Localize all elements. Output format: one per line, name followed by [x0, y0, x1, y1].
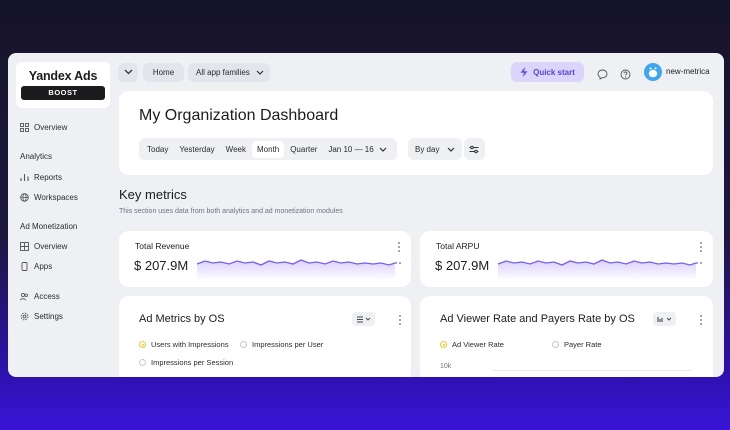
more-options-icon[interactable] [399, 314, 402, 325]
sidebar: Yandex Ads BOOST Overview Analytics Repo… [8, 53, 118, 377]
period-yesterday[interactable]: Yesterday [179, 144, 215, 154]
sidebar-item-label: Apps [34, 261, 53, 271]
chart-title: Ad Metrics by OS [139, 313, 225, 325]
home-label: Home [152, 68, 175, 77]
radio-icon [139, 359, 146, 366]
period-week[interactable]: Week [225, 144, 246, 154]
quick-start-button[interactable]: Quick start [511, 62, 584, 82]
period-selector: Today Yesterday Week Month Quarter Jan 1… [139, 138, 397, 160]
radio-icon [240, 341, 247, 348]
metric-card-arpu: Total ARPU $ 207.9M [420, 231, 713, 287]
metric-value: $ 207.9M [435, 258, 490, 273]
table-icon [20, 241, 29, 251]
more-options-icon[interactable] [700, 241, 703, 252]
lightning-icon [520, 67, 528, 77]
chevron-down-icon [256, 70, 264, 75]
metric-value: $ 207.9M [134, 258, 189, 273]
sidebar-item-label: Overview [34, 122, 68, 132]
revenue-sparkline [197, 259, 403, 279]
radio-selected-icon [440, 341, 447, 348]
quick-start-label: Quick start [533, 67, 575, 77]
chat-icon[interactable] [597, 67, 608, 80]
sidebar-item-monetization-overview[interactable]: Overview [20, 240, 67, 252]
more-options-icon[interactable] [700, 314, 703, 325]
metric-label: Total ARPU [436, 241, 480, 251]
period-month[interactable]: Month [251, 140, 285, 158]
collapse-sidebar-button[interactable] [118, 63, 138, 82]
sidebar-item-label: Settings [34, 311, 63, 321]
section-subtitle: This section uses data from both analyti… [119, 208, 343, 215]
radio-selected-icon [139, 341, 146, 348]
app-window: Yandex Ads BOOST Overview Analytics Repo… [8, 53, 724, 377]
group-by-label: By day [415, 144, 440, 154]
more-options-icon[interactable] [398, 241, 401, 252]
ad-metrics-by-os-card: Ad Metrics by OS Users with Impressions … [119, 296, 411, 377]
period-today[interactable]: Today [147, 144, 169, 154]
user-name[interactable]: new-metrica [666, 67, 710, 76]
phone-icon [20, 261, 29, 271]
radio-icon [552, 341, 559, 348]
sidebar-item-settings[interactable]: Settings [20, 310, 63, 322]
metric-card-revenue: Total Revenue $ 207.9M [119, 231, 411, 287]
filter-settings-button[interactable] [464, 138, 485, 160]
sidebar-item-reports[interactable]: Reports [20, 171, 62, 183]
period-quarter[interactable]: Quarter [290, 144, 318, 154]
grid-icon [20, 122, 29, 132]
sidebar-section-monetization: Ad Monetization [20, 222, 78, 231]
metric-option-ad-viewer-rate[interactable]: Ad Viewer Rate [440, 340, 504, 349]
metric-option-impressions-per-session[interactable]: Impressions per Session [139, 358, 233, 367]
chevron-down-icon [445, 147, 455, 152]
section-title: Key metrics [119, 187, 187, 202]
globe-icon [20, 192, 29, 202]
chart-title: Ad Viewer Rate and Payers Rate by OS [440, 313, 635, 325]
option-label: Payer Rate [564, 340, 602, 349]
arpu-sparkline [498, 259, 704, 279]
metric-option-impressions-per-user[interactable]: Impressions per User [240, 340, 323, 349]
app-family-label: All app families [196, 68, 250, 77]
home-breadcrumb[interactable]: Home [143, 63, 184, 82]
metric-label: Total Revenue [135, 241, 190, 251]
reports-icon [20, 173, 29, 182]
chart-type-dropdown[interactable] [653, 312, 676, 326]
sidebar-item-access[interactable]: Access [20, 290, 60, 302]
logo-title: Yandex Ads [28, 69, 98, 83]
gear-icon [20, 312, 29, 321]
date-range-dropdown[interactable]: Jan 10 — 16 [323, 141, 392, 158]
ad-viewer-rate-card: Ad Viewer Rate and Payers Rate by OS Ad … [420, 296, 713, 377]
option-label: Users with Impressions [151, 340, 229, 349]
sidebar-item-label: Reports [34, 172, 63, 182]
sliders-icon [469, 145, 479, 154]
sidebar-item-label: Access [34, 291, 60, 301]
chevron-down-icon [374, 147, 387, 152]
page-title: My Organization Dashboard [139, 107, 339, 124]
y-axis-tick: 10k [440, 363, 452, 370]
group-by-dropdown[interactable]: By day [408, 138, 463, 160]
chevron-down-icon [124, 68, 133, 77]
dashboard-header: My Organization Dashboard Today Yesterda… [119, 91, 713, 175]
chart-type-dropdown[interactable] [352, 312, 375, 326]
sidebar-item-workspaces[interactable]: Workspaces [20, 191, 78, 203]
metric-option-payer-rate[interactable]: Payer Rate [552, 340, 602, 349]
help-icon[interactable] [620, 67, 631, 80]
sidebar-item-apps[interactable]: Apps [20, 260, 52, 272]
option-label: Impressions per Session [151, 358, 234, 367]
metric-option-users-with-impressions[interactable]: Users with Impressions [139, 340, 229, 349]
sidebar-item-label: Workspaces [34, 192, 78, 202]
option-label: Impressions per User [252, 340, 324, 349]
avatar[interactable] [644, 63, 662, 81]
logo-badge: BOOST [21, 86, 105, 100]
option-label: Ad Viewer Rate [452, 340, 504, 349]
sidebar-item-label: Overview [34, 241, 68, 251]
logo[interactable]: Yandex Ads BOOST [16, 62, 110, 108]
gridline [492, 370, 692, 371]
users-icon [20, 292, 29, 301]
sidebar-item-overview[interactable]: Overview [20, 121, 67, 133]
sidebar-section-analytics: Analytics [20, 152, 53, 161]
date-range-label: Jan 10 — 16 [328, 144, 374, 154]
app-family-dropdown[interactable]: All app families [188, 63, 270, 82]
